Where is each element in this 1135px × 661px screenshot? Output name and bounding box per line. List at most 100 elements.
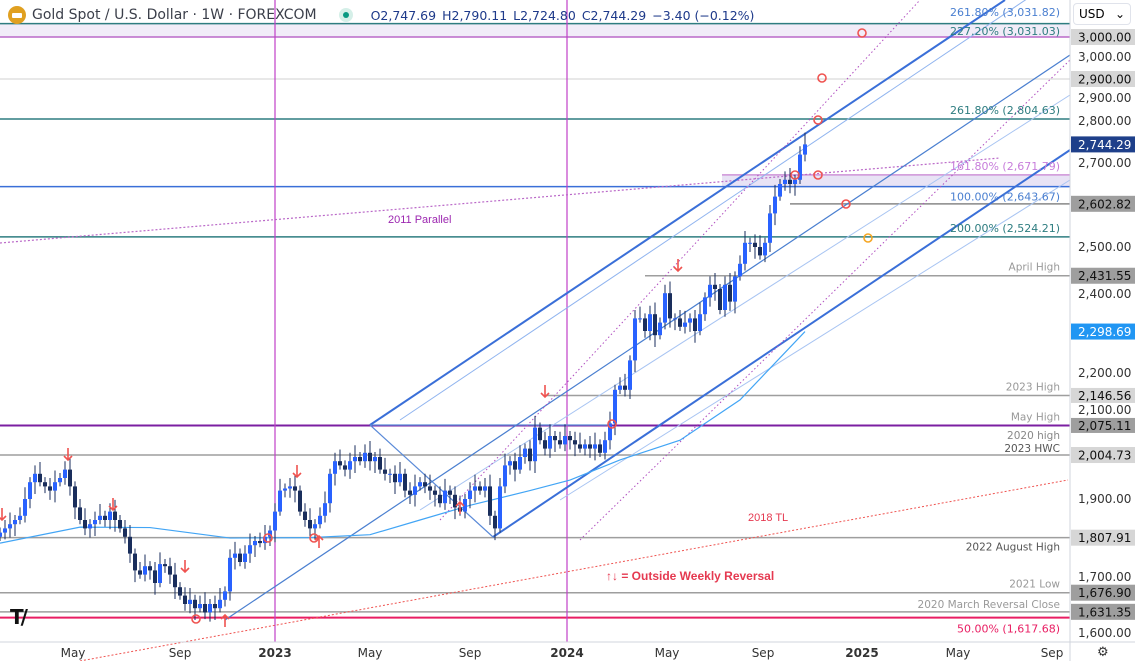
candle	[663, 284, 667, 330]
candle-body	[173, 574, 177, 588]
candle	[153, 562, 157, 595]
price-axis[interactable]: 3,000.00 2,900.00 2,800.00 2,700.00 2,500.00…	[1071, 29, 1135, 640]
level-label: 161.80% (2,671.79)	[950, 160, 1060, 173]
candle-body	[48, 486, 52, 491]
candle	[588, 436, 592, 458]
candle-body	[413, 486, 417, 495]
pitchfork-upper	[369, 0, 1006, 426]
candle-body	[633, 318, 637, 361]
target-marker	[813, 170, 823, 180]
level-label: 227.20% (3,031.03)	[950, 25, 1060, 38]
chart-header: Gold Spot / U.S. Dollar · 1W · FOREXCOM …	[0, 0, 760, 30]
candle-body	[123, 528, 127, 537]
candle-body	[63, 469, 67, 478]
candle	[103, 510, 107, 527]
candle-body	[363, 452, 367, 462]
candle	[408, 482, 412, 505]
level-label: 261.80% (2,804.63)	[950, 104, 1060, 117]
candle-body	[183, 595, 187, 604]
candle	[38, 462, 42, 487]
candle	[448, 485, 452, 505]
price-tick-label: 2,400.00	[1078, 287, 1131, 301]
candle-body	[693, 318, 697, 331]
candle-body	[368, 452, 372, 462]
candle-body	[673, 318, 677, 320]
level-label: 2020 March Reversal Close	[918, 599, 1060, 611]
candle	[763, 237, 767, 263]
candle	[238, 548, 242, 567]
candle	[518, 445, 522, 474]
price-level-tag-label: 1,807.91	[1078, 531, 1131, 545]
candle	[428, 474, 432, 500]
ma-price-tag	[1071, 323, 1135, 340]
level-label: 2023 HWC	[1004, 443, 1060, 455]
price-level-tag-label: 1,676.90	[1078, 586, 1131, 600]
candle	[203, 592, 207, 620]
candle	[298, 485, 302, 516]
candle	[768, 205, 772, 253]
candle-body	[698, 314, 702, 331]
time-tick-label: Sep	[1041, 646, 1064, 660]
ohlc-high: H2,790.11	[442, 7, 508, 23]
time-tick-label: 2025	[845, 646, 878, 660]
candle	[543, 431, 547, 456]
candle	[208, 598, 212, 622]
level-label: 261.80% (3,031.82)	[950, 6, 1060, 19]
candle	[248, 533, 252, 563]
level-label: 2023 High	[1006, 381, 1060, 393]
candle	[683, 310, 687, 334]
candle	[633, 310, 637, 373]
candle	[283, 483, 287, 498]
price-tick-label: 2,100.00	[1078, 403, 1131, 417]
price-level-tag	[1071, 447, 1135, 464]
candle	[48, 478, 52, 500]
candle-body	[493, 515, 497, 529]
symbol-title[interactable]: Gold Spot / U.S. Dollar · 1W · FOREXCOM	[32, 7, 317, 23]
tradingview-logo: T/	[10, 605, 28, 629]
target-marker	[857, 28, 867, 38]
candle-body	[0, 532, 2, 537]
candle-body	[288, 486, 292, 489]
target-marker	[263, 533, 273, 543]
time-axis[interactable]: May Sep 2023 May Sep 2024 May Sep 2025 May Sep	[61, 646, 1064, 660]
candle-body	[358, 457, 362, 462]
candle-body	[348, 461, 352, 470]
candle-body	[283, 488, 287, 491]
outside-reversal-up-arrow	[314, 534, 324, 548]
candle	[98, 504, 102, 525]
candle-body	[558, 440, 562, 445]
price-level-tag	[1071, 267, 1135, 284]
candle	[388, 468, 392, 484]
candle-body	[178, 587, 182, 596]
candle	[623, 373, 627, 397]
candle	[373, 451, 377, 473]
target-marker	[813, 115, 823, 125]
candle-body	[333, 461, 337, 474]
candle	[3, 520, 7, 540]
candle	[178, 582, 182, 600]
candle-body	[148, 566, 152, 571]
candle	[128, 525, 132, 563]
candle-body	[753, 242, 757, 247]
candle-body	[203, 604, 207, 613]
candle-body	[408, 490, 412, 495]
candle-body	[83, 520, 87, 529]
candle	[748, 237, 752, 253]
price-level-tag-label: 1,631.35	[1078, 605, 1131, 619]
candle-body	[523, 448, 527, 457]
candle	[553, 430, 557, 452]
candle-body	[788, 179, 792, 184]
settings-gear-icon[interactable]: ⚙	[1097, 645, 1109, 660]
time-tick-label: Sep	[752, 646, 775, 660]
candle-body	[93, 520, 97, 525]
time-tick-label: May	[655, 646, 680, 660]
candle	[638, 306, 642, 323]
candle	[163, 559, 167, 573]
candle	[698, 302, 702, 336]
candle-body	[163, 564, 167, 567]
currency-select[interactable]: USD ⌄	[1073, 3, 1131, 25]
candle	[433, 485, 437, 507]
level-label: 2021 Low	[1009, 579, 1060, 591]
candle-body	[103, 515, 107, 520]
